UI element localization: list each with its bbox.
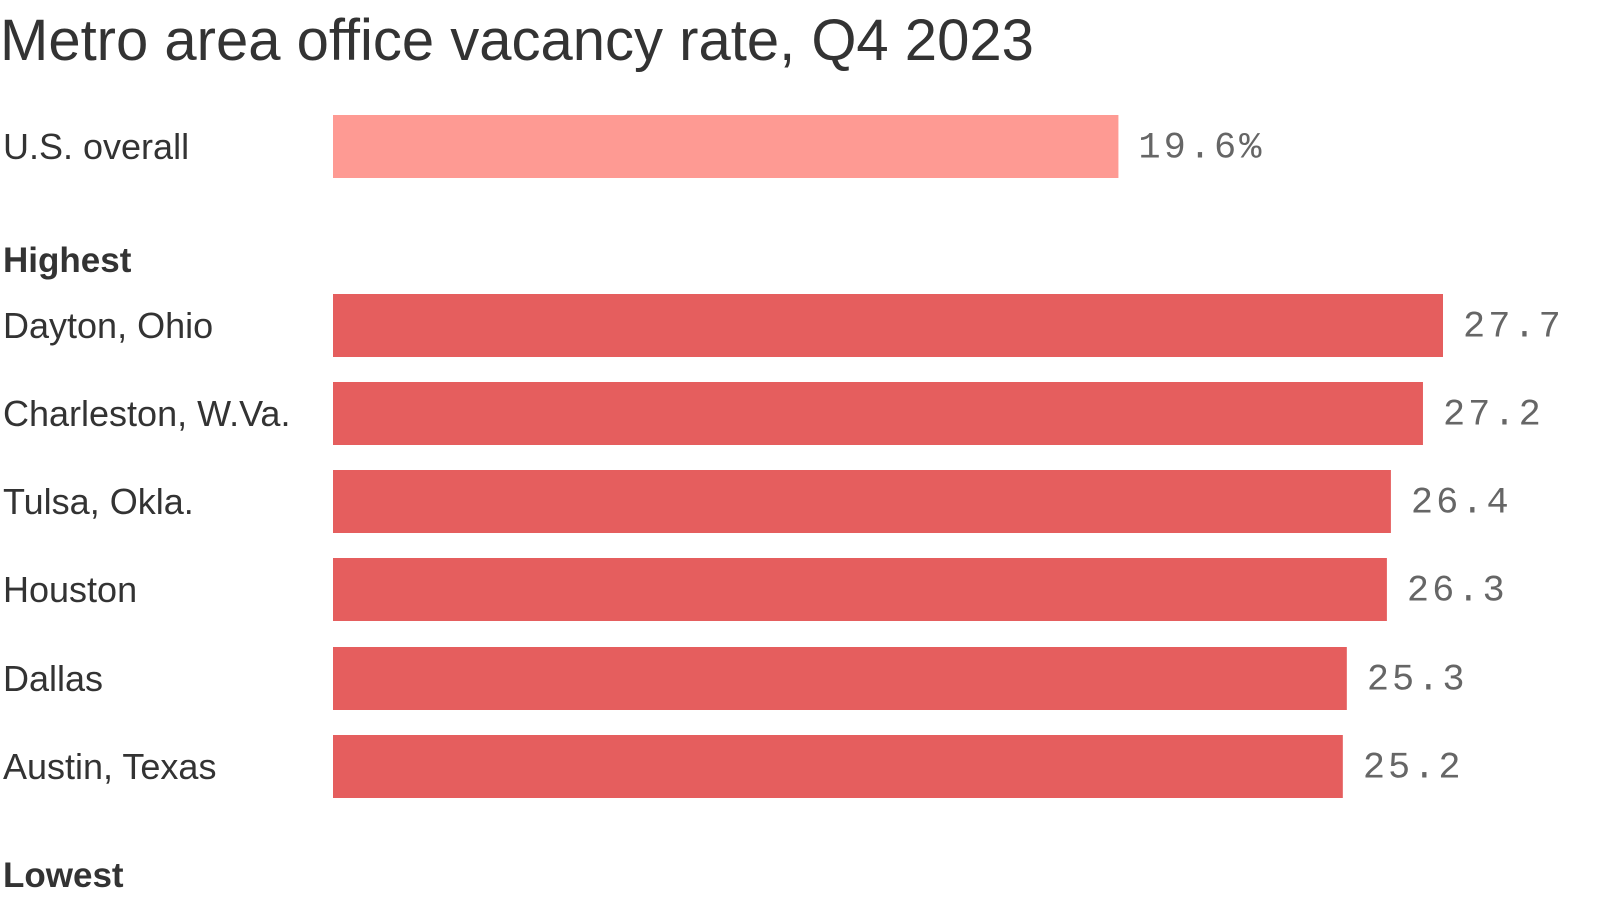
group-label-highest: Highest — [3, 241, 132, 280]
bar-dallas — [333, 647, 1347, 710]
value-label-houston: 26.3 — [1407, 571, 1508, 613]
value-label-tulsa-okla: 26.4 — [1411, 483, 1512, 525]
value-label-u-s-overall: 19.6% — [1138, 128, 1264, 170]
bar-charleston-w-va — [333, 382, 1423, 445]
bar-austin-texas — [333, 735, 1343, 798]
category-label-dayton-ohio: Dayton, Ohio — [3, 305, 213, 346]
category-label-charleston-w-va: Charleston, W.Va. — [3, 393, 290, 434]
value-label-charleston-w-va: 27.2 — [1443, 395, 1544, 437]
group-label-lowest: Lowest — [3, 856, 124, 895]
category-label-u-s-overall: U.S. overall — [3, 126, 189, 167]
category-label-tulsa-okla: Tulsa, Okla. — [3, 481, 194, 522]
bars-layer: U.S. overall 19.6% Dayton, Ohio 27.7 Charles… — [3, 115, 1564, 798]
bar-houston — [333, 558, 1387, 621]
bar-tulsa-okla — [333, 470, 1391, 533]
bar-u-s-overall — [333, 115, 1119, 178]
bar-dayton-ohio — [333, 294, 1443, 357]
value-label-dayton-ohio: 27.7 — [1463, 307, 1564, 349]
category-label-houston: Houston — [3, 569, 137, 610]
category-label-dallas: Dallas — [3, 658, 103, 699]
value-label-dallas: 25.3 — [1367, 660, 1468, 702]
value-label-austin-texas: 25.2 — [1363, 748, 1464, 790]
category-label-austin-texas: Austin, Texas — [3, 746, 216, 787]
chart-title: Metro area office vacancy rate, Q4 2023 — [0, 8, 1034, 73]
